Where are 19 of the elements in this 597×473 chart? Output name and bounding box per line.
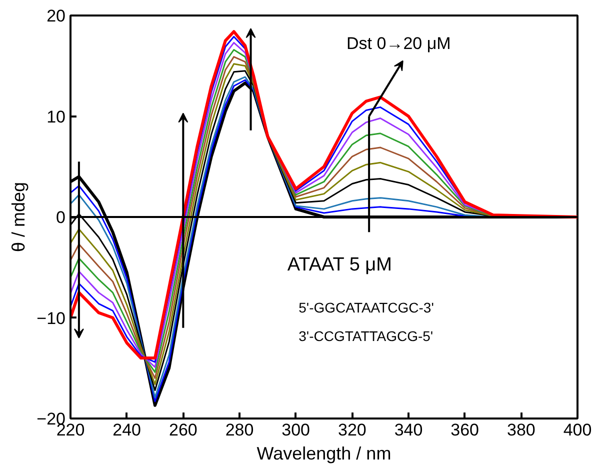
- x-tick-label: 360: [450, 420, 480, 440]
- annotation: Dst 0→20 μM: [346, 34, 451, 53]
- y-tick-label: 20: [46, 6, 66, 26]
- annotation: 3'-CCGTATTAGCG-5': [298, 328, 434, 344]
- annotation: 5'-GGCATAATCGC-3': [298, 300, 434, 316]
- y-tick-label: −10: [36, 308, 66, 328]
- x-tick-label: 320: [338, 420, 366, 440]
- y-axis-title: θ / mdeg: [8, 182, 29, 252]
- x-tick-label: 260: [168, 420, 198, 440]
- x-tick-label: 240: [112, 420, 142, 440]
- x-tick-label: 300: [282, 420, 310, 440]
- x-tick-label: 380: [506, 420, 536, 440]
- x-axis-title: Wavelength / nm: [256, 444, 392, 464]
- x-tick-label: 280: [225, 420, 254, 440]
- x-tick-label: 340: [394, 420, 423, 440]
- y-tick-label: 0: [56, 208, 66, 227]
- x-tick-label: 400: [563, 420, 592, 440]
- annotation: ATAAT 5 μM: [287, 254, 392, 276]
- y-tick-label: 10: [46, 107, 66, 126]
